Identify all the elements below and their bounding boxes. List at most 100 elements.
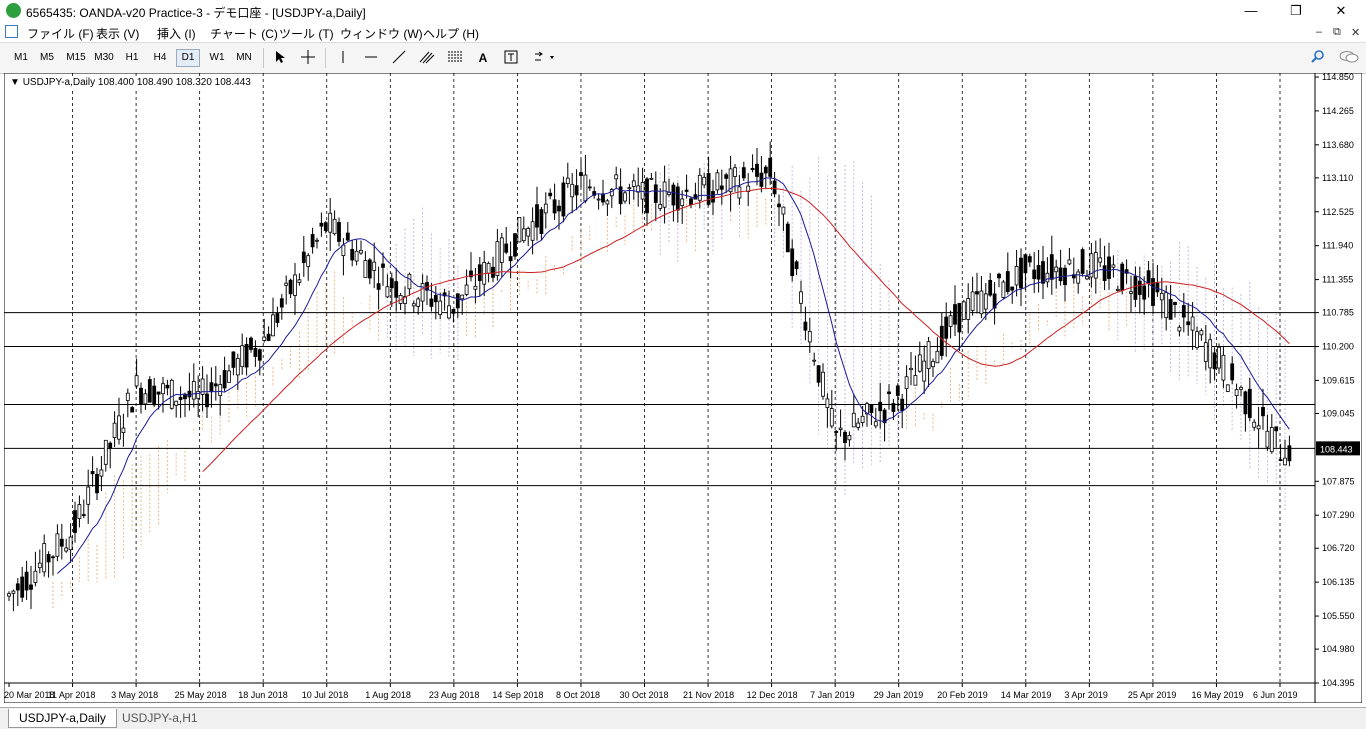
chat-icon[interactable] xyxy=(1338,50,1360,66)
menu-window[interactable]: ウィンドウ (W) xyxy=(340,27,423,41)
maximize-button[interactable]: ❐ xyxy=(1290,3,1302,18)
candle-body xyxy=(909,367,913,371)
candle-body xyxy=(130,407,135,413)
candle-body xyxy=(1283,457,1287,466)
price-tick-label: 106.720 xyxy=(1322,543,1355,553)
price-tick-label: 104.980 xyxy=(1322,644,1355,654)
candle-body xyxy=(658,203,663,209)
candle-body xyxy=(29,584,33,590)
candle-body xyxy=(1120,263,1125,291)
timeframe-d1-button[interactable]: D1 xyxy=(176,49,200,67)
candle-body xyxy=(1221,354,1226,381)
candle-body xyxy=(288,279,293,295)
candle-body xyxy=(332,218,337,235)
menu-chart[interactable]: チャート (C) xyxy=(210,27,278,41)
date-tick-label: 14 Mar 2019 xyxy=(1001,690,1052,700)
cursor-tool-icon[interactable] xyxy=(271,50,289,66)
menu-tools[interactable]: ツール (T) xyxy=(279,27,334,41)
candle-body xyxy=(1107,256,1111,279)
candle-body xyxy=(315,239,319,242)
candle-body xyxy=(55,533,60,557)
tab-usdjpy-h1[interactable]: USDJPY-a,H1 xyxy=(122,711,198,725)
arrows-dropdown-icon[interactable] xyxy=(532,50,558,66)
candle-body xyxy=(904,376,909,390)
close-button[interactable]: ✕ xyxy=(1335,3,1347,18)
tab-usdjpy-daily[interactable]: USDJPY-a,Daily xyxy=(8,709,117,728)
candle-body xyxy=(403,296,407,304)
candle-body xyxy=(715,172,720,191)
timeframe-w1-button[interactable]: W1 xyxy=(209,52,225,63)
menu-view[interactable]: 表示 (V) xyxy=(96,27,140,41)
candle-body xyxy=(249,337,253,350)
candle-body xyxy=(966,298,971,320)
vertical-line-tool-icon[interactable] xyxy=(334,50,352,66)
date-tick-label: 23 Aug 2018 xyxy=(429,690,480,700)
candle-body xyxy=(433,294,438,303)
timeframe-m15-button[interactable]: M15 xyxy=(66,52,86,63)
candle-body xyxy=(165,384,170,389)
candle-body xyxy=(895,385,900,396)
minimize-button[interactable]: — xyxy=(1244,3,1258,18)
candle-body xyxy=(42,543,47,573)
candle-body xyxy=(112,422,117,439)
candle-body xyxy=(922,360,927,382)
candle-body xyxy=(618,186,623,205)
price-tick-label: 105.550 xyxy=(1322,611,1355,621)
text-label-tool-icon[interactable] xyxy=(502,50,520,66)
timeframe-h1-button[interactable]: H1 xyxy=(125,52,139,63)
candle-body xyxy=(372,261,377,271)
timeframe-h4-button[interactable]: H4 xyxy=(153,52,167,63)
channel-tool-icon[interactable] xyxy=(418,50,436,66)
candle-body xyxy=(671,184,676,206)
candle-body xyxy=(1247,388,1252,418)
chart-canvas[interactable]: 114.850 114.265 113.680 113.110 112.525 111.9… xyxy=(3,72,1363,704)
timeframe-mn-button[interactable]: MN xyxy=(236,52,252,63)
candle-body xyxy=(24,571,29,591)
mdi-close-button[interactable]: ✕ xyxy=(1351,27,1361,39)
trendline-tool-icon[interactable] xyxy=(390,50,408,66)
search-icon[interactable] xyxy=(1309,50,1327,66)
candle-body xyxy=(1027,256,1032,263)
menu-help[interactable]: ヘルプ (H) xyxy=(423,27,479,41)
price-tick-label: 107.290 xyxy=(1322,510,1355,520)
price-tick-label: 109.615 xyxy=(1322,375,1355,385)
price-chart[interactable]: 114.850 114.265 113.680 113.110 112.525 111.9… xyxy=(3,72,1363,704)
candle-body xyxy=(46,553,51,563)
fast-moving-average-line xyxy=(57,177,1290,574)
candle-body xyxy=(1076,271,1081,284)
candle-body xyxy=(407,273,412,290)
candle-body xyxy=(1225,384,1230,392)
mdi-restore-button[interactable]: ⧉ xyxy=(1333,26,1341,38)
candle-body xyxy=(1133,276,1138,300)
candle-body xyxy=(702,176,707,186)
toolbar: M1 M5 M15 M30 H1 H4 D1 W1 MN A xyxy=(0,42,1366,74)
candle-body xyxy=(469,270,473,278)
candle-body xyxy=(1217,346,1221,369)
candle-body xyxy=(601,193,605,203)
slow-moving-average-line xyxy=(202,187,1290,473)
candle-body xyxy=(429,298,434,307)
candle-body xyxy=(592,191,597,196)
timeframe-m30-button[interactable]: M30 xyxy=(94,52,114,63)
timeframe-m1-button[interactable]: M1 xyxy=(14,52,28,63)
timeframe-m5-button[interactable]: M5 xyxy=(40,52,54,63)
mdi-minimize-button[interactable]: – xyxy=(1316,26,1323,38)
menu-file[interactable]: ファイル (F) xyxy=(27,27,94,41)
horizontal-line-tool-icon[interactable] xyxy=(362,50,380,66)
chart-window-icon[interactable] xyxy=(5,25,18,38)
candle-body xyxy=(121,427,126,433)
candle-body xyxy=(77,504,82,519)
candle-body xyxy=(11,590,16,594)
candle-body xyxy=(1173,302,1177,305)
crosshair-tool-icon[interactable] xyxy=(299,50,317,66)
candle-body xyxy=(675,186,680,211)
text-tool-icon[interactable]: A xyxy=(478,51,488,65)
candle-body xyxy=(627,187,632,190)
collapse-triangle-icon[interactable]: ▼ xyxy=(10,77,20,88)
menu-insert[interactable]: 挿入 (I) xyxy=(157,27,196,41)
candle-body xyxy=(420,283,425,302)
candle-body xyxy=(183,394,187,400)
candle-body xyxy=(513,233,517,257)
fibonacci-tool-icon[interactable] xyxy=(446,50,464,66)
price-tick-label: 104.395 xyxy=(1322,678,1355,688)
